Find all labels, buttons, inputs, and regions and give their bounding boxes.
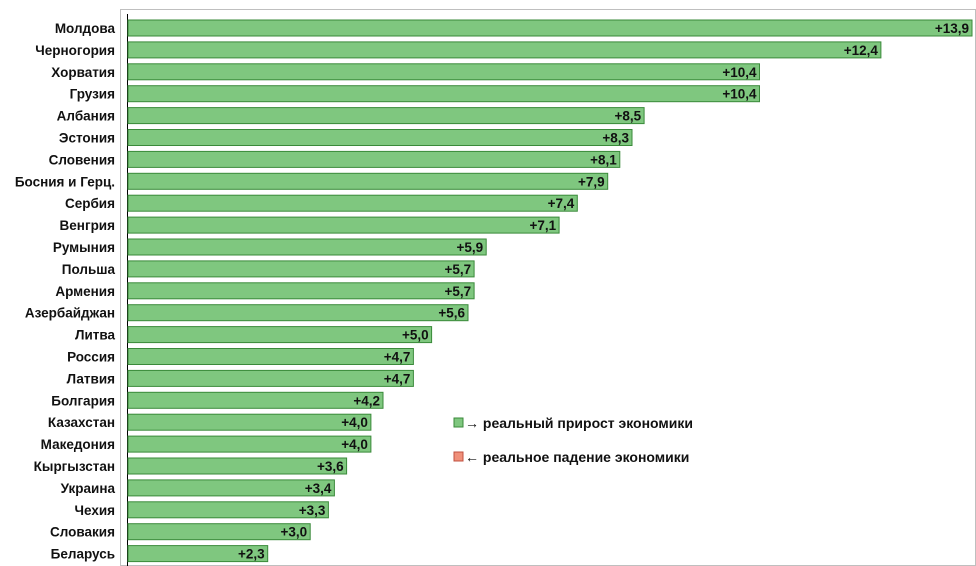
- category-label-8: Сербия: [65, 196, 115, 211]
- value-label-6: +8,1: [590, 152, 617, 167]
- legend-label-growth: → реальный прирост экономики: [465, 415, 693, 431]
- bar-24: [127, 545, 269, 563]
- value-label-18: +4,0: [341, 415, 368, 430]
- value-label-3: +10,4: [722, 87, 757, 102]
- category-label-15: Россия: [67, 350, 115, 365]
- category-label-4: Албания: [57, 109, 115, 124]
- category-label-16: Латвия: [67, 371, 115, 386]
- value-label-14: +5,0: [402, 328, 429, 343]
- value-label-24: +2,3: [238, 547, 265, 562]
- value-labels-group: +13,9 +12,4 +10,4 +10,4 +8,5 +8,3 +8,1 +7,9+7,4…: [238, 21, 969, 562]
- value-label-7: +7,9: [578, 174, 605, 189]
- bar-12: [127, 282, 475, 300]
- value-label-22: +3,3: [299, 503, 326, 518]
- legend-swatch-growth: [453, 417, 464, 428]
- bar-16: [127, 369, 414, 387]
- category-label-11: Польша: [62, 262, 116, 277]
- bar-11: [127, 260, 475, 278]
- bar-1: [127, 41, 882, 59]
- category-label-3: Грузия: [70, 87, 115, 102]
- category-label-23: Словакия: [50, 525, 115, 540]
- value-label-9: +7,1: [529, 218, 556, 233]
- bar-13: [127, 304, 469, 322]
- bar-5: [127, 129, 633, 146]
- bar-10: [127, 238, 487, 256]
- category-label-24: Беларусь: [51, 547, 115, 562]
- category-label-14: Литва: [75, 328, 116, 343]
- bar-0: [127, 19, 973, 37]
- category-label-7: Босния и Герц.: [15, 174, 115, 189]
- category-label-21: Украина: [61, 481, 116, 496]
- value-label-0: +13,9: [935, 21, 969, 36]
- value-label-12: +5,7: [444, 284, 471, 299]
- value-label-1: +12,4: [844, 43, 879, 58]
- value-label-20: +3,6: [317, 459, 344, 474]
- value-label-2: +10,4: [722, 65, 757, 80]
- category-label-19: Македония: [41, 437, 115, 452]
- bar-14: [127, 326, 433, 344]
- category-label-5: Эстония: [59, 131, 115, 146]
- category-label-0: Молдова: [55, 21, 116, 36]
- bar-23: [127, 523, 311, 541]
- legend-label-decline: ← реальное падение экономики: [465, 449, 689, 465]
- bar-3: [127, 85, 760, 103]
- value-label-4: +8,5: [614, 109, 641, 124]
- category-label-2: Хорватия: [51, 65, 115, 80]
- category-label-22: Чехия: [75, 503, 116, 518]
- category-label-20: Кыргызстан: [34, 459, 115, 474]
- value-label-21: +3,4: [305, 481, 332, 496]
- value-label-19: +4,0: [341, 437, 368, 452]
- category-label-13: Азербайджан: [25, 306, 115, 321]
- category-label-6: Словения: [49, 152, 115, 167]
- value-label-5: +8,3: [602, 131, 629, 146]
- bar-6: [127, 150, 621, 168]
- bars-group: [127, 19, 973, 563]
- bar-2: [127, 63, 760, 81]
- category-label-12: Армения: [55, 284, 115, 299]
- value-label-17: +4,2: [353, 393, 380, 408]
- value-label-11: +5,7: [444, 262, 471, 277]
- value-label-15: +4,7: [384, 350, 411, 365]
- value-label-13: +5,6: [438, 306, 465, 321]
- bar-8: [127, 194, 578, 212]
- category-labels-group: Молдова Черногория Хорватия Грузия Албания Эс…: [15, 21, 116, 562]
- bar-15: [127, 348, 414, 365]
- bar-18: [127, 413, 372, 431]
- bar-7: [127, 172, 609, 190]
- value-label-8: +7,4: [548, 196, 575, 211]
- value-label-16: +4,7: [384, 371, 411, 386]
- category-label-17: Болгария: [51, 393, 115, 408]
- bar-4: [127, 107, 645, 125]
- bar-17: [127, 391, 384, 409]
- value-label-23: +3,0: [281, 525, 308, 540]
- category-label-18: Казахстан: [48, 415, 115, 430]
- value-label-10: +5,9: [457, 240, 484, 255]
- bar-9: [127, 216, 560, 234]
- bar-22: [127, 501, 329, 519]
- bar-19: [127, 435, 372, 453]
- bar-20: [127, 457, 348, 475]
- legend-swatch-decline: [453, 451, 464, 462]
- category-label-9: Венгрия: [60, 218, 115, 233]
- category-label-10: Румыния: [53, 240, 115, 255]
- category-label-1: Черногория: [35, 43, 115, 58]
- bar-21: [127, 479, 335, 497]
- legend: → реальный прирост экономики ← реальное …: [453, 415, 693, 465]
